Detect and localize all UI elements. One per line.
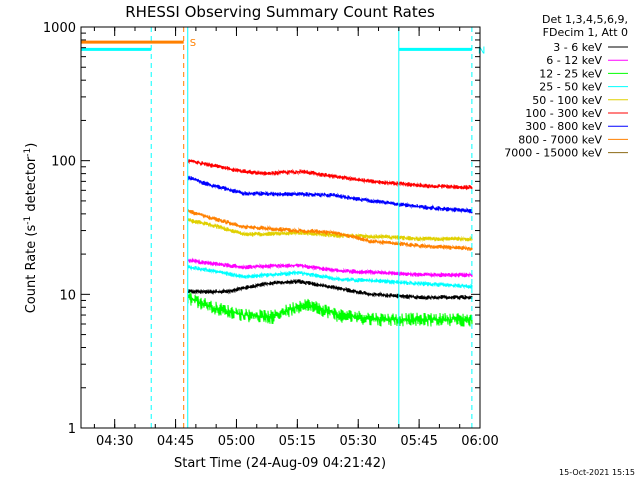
- x-tick-label: 05:45: [400, 434, 437, 449]
- legend-label-9: 7000 - 15000 keV: [504, 147, 602, 160]
- flag-label-n: N: [478, 45, 485, 56]
- axes: 1 10 100 1000 04:30 04:45 05:00 05:15 05:30 05:45…: [43, 21, 499, 449]
- series-line-8: [187, 209, 473, 251]
- x-axis-label: Start Time (24-Aug-09 04:21:42): [174, 456, 386, 471]
- y-tick-label: 100: [51, 155, 76, 170]
- series-line-4: [187, 264, 473, 290]
- series-line-3: [187, 291, 473, 327]
- legend-label-8: 800 - 7000 keV: [518, 133, 602, 146]
- legend-label-1: 3 - 6 keV: [553, 41, 602, 54]
- series-line-7: [187, 175, 473, 214]
- legend-label-3: 12 - 25 keV: [539, 67, 602, 80]
- y-axis-label-main: Count Rate (s: [24, 225, 39, 314]
- x-tick-label: 06:00: [461, 434, 498, 449]
- y-axis-label-mid: detector: [24, 156, 39, 216]
- x-tick-label: 05:30: [339, 434, 376, 449]
- flag-label-s: S: [190, 38, 196, 49]
- footer-timestamp: 15-Oct-2021 15:15: [559, 468, 635, 477]
- x-tick-label: 05:00: [218, 434, 255, 449]
- legend-label-7: 300 - 800 keV: [525, 120, 602, 133]
- legend-label-6: 100 - 300 keV: [525, 107, 602, 120]
- series-line-1: [187, 278, 473, 301]
- y-axis-label-end: ): [24, 143, 39, 148]
- x-tick-label: 04:30: [96, 434, 133, 449]
- y-axis-label-sup1: -1: [23, 216, 33, 225]
- series-line-2: [187, 257, 473, 279]
- y-axis-label-sup2: -1: [23, 148, 33, 157]
- y-tick-label: 10: [59, 288, 76, 303]
- legend-label-2: 6 - 12 keV: [546, 54, 602, 67]
- chart-title: RHESSI Observing Summary Count Rates: [125, 3, 435, 21]
- series-line-6: [187, 158, 473, 191]
- series-line-5: [187, 217, 473, 243]
- legend-label-5: 50 - 100 keV: [532, 94, 602, 107]
- y-tick-label: 1: [68, 422, 76, 437]
- x-tick-label: 04:45: [157, 434, 194, 449]
- legend-label-4: 25 - 50 keV: [539, 81, 602, 94]
- y-axis-label: Count Rate (s-1 detector-1): [23, 143, 39, 314]
- x-tick-label: 05:15: [279, 434, 316, 449]
- legend-header-line-1: Det 1,3,4,5,6,9,: [542, 13, 628, 26]
- plot-frame: [80, 26, 481, 429]
- plot-area: NS: [81, 27, 485, 428]
- y-tick-label: 1000: [43, 21, 76, 36]
- legend-header-line-2: FDecim 1, Att 0: [543, 26, 628, 39]
